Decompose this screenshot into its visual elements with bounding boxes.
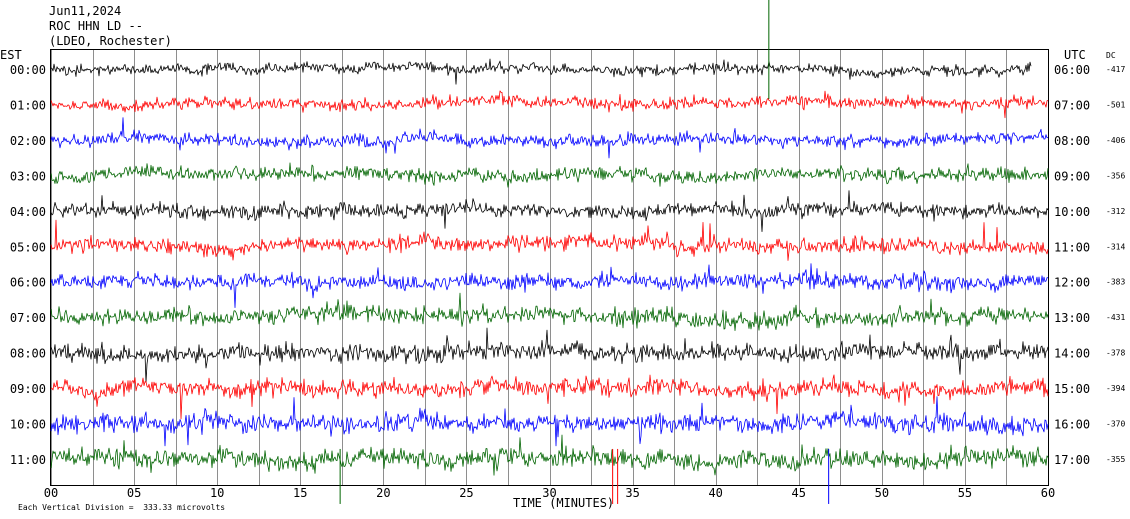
header-network: (LDEO, Rochester) xyxy=(49,34,172,48)
x-tick-label: 05 xyxy=(127,486,141,500)
trace-row-0800 xyxy=(50,327,1049,383)
est-hour-label: 01:00 xyxy=(10,98,46,112)
est-hour-label: 02:00 xyxy=(10,134,46,148)
x-tick-label: 45 xyxy=(792,486,806,500)
dc-offset-label: -314 xyxy=(1106,242,1125,251)
est-hour-label: 09:00 xyxy=(10,382,46,396)
utc-hour-label: 07:00 xyxy=(1054,98,1090,112)
plot-frame xyxy=(50,49,1049,486)
x-tick-label: 40 xyxy=(708,486,722,500)
est-hour-label: 10:00 xyxy=(10,418,46,432)
utc-hour-label: 08:00 xyxy=(1054,134,1090,148)
dc-offset-label: -312 xyxy=(1106,207,1125,216)
trace-row-0600 xyxy=(50,263,1048,309)
x-tick-label: 30 xyxy=(542,486,556,500)
trace-row-0900 xyxy=(50,374,1049,420)
dc-offset-label: -370 xyxy=(1106,420,1125,429)
trace-row-0200 xyxy=(50,117,1049,159)
est-hour-label: 07:00 xyxy=(10,311,46,325)
trace-row-1000 xyxy=(50,396,1049,447)
x-tick-label: 55 xyxy=(958,486,972,500)
utc-hour-label: 09:00 xyxy=(1054,169,1090,183)
dc-offset-label: -383 xyxy=(1106,278,1125,287)
utc-hour-label: 11:00 xyxy=(1054,240,1090,254)
utc-hour-label: 12:00 xyxy=(1054,276,1090,290)
x-tick-label: 15 xyxy=(293,486,307,500)
header-date: Jun11,2024 xyxy=(49,4,122,18)
dc-offset-label: -356 xyxy=(1106,171,1125,180)
seismic-traces xyxy=(50,58,1049,476)
x-tick-label: 25 xyxy=(459,486,473,500)
trace-row-0300 xyxy=(50,162,1049,188)
dc-offset-label: -501 xyxy=(1106,100,1125,109)
trace-row-0400 xyxy=(50,190,1049,233)
x-tick-label: 50 xyxy=(875,486,889,500)
left-timezone-label: EST xyxy=(0,48,22,62)
chart-grid xyxy=(50,49,1049,486)
x-tick-label: 10 xyxy=(210,486,224,500)
x-tick-label: 20 xyxy=(376,486,390,500)
axis-labels: 00:00 06:00 -417 01:00 07:00 -501 02:00 08:00 -4… xyxy=(10,63,1126,500)
trace-row-0500 xyxy=(50,219,1049,261)
est-hour-label: 08:00 xyxy=(10,347,46,361)
utc-hour-label: 06:00 xyxy=(1054,63,1090,77)
vertical-division-note: Each Vertical Division = 333.33 microvol… xyxy=(18,503,226,512)
dc-offset-label: -417 xyxy=(1106,65,1125,74)
est-hour-label: 00:00 xyxy=(10,63,46,77)
dc-offset-label: -355 xyxy=(1106,455,1125,464)
x-tick-label: 00 xyxy=(44,486,58,500)
trace-row-1100 xyxy=(50,434,1049,476)
x-tick-label: 60 xyxy=(1041,486,1055,500)
utc-hour-label: 16:00 xyxy=(1054,418,1090,432)
dc-header: DC xyxy=(1106,51,1116,60)
utc-hour-label: 17:00 xyxy=(1054,453,1090,467)
x-axis-title: TIME (MINUTES) xyxy=(513,496,615,510)
trace-row-0000 xyxy=(50,58,1032,85)
utc-hour-label: 13:00 xyxy=(1054,311,1090,325)
dc-offset-label: -394 xyxy=(1106,384,1125,393)
dc-offset-label: -406 xyxy=(1106,136,1125,145)
event-spikes xyxy=(339,0,830,504)
est-hour-label: 05:00 xyxy=(10,240,46,254)
utc-hour-label: 14:00 xyxy=(1054,347,1090,361)
trace-row-0100 xyxy=(50,90,1049,119)
est-hour-label: 11:00 xyxy=(10,453,46,467)
trace-row-0700 xyxy=(50,292,1049,332)
header-station: ROC HHN LD -- xyxy=(49,19,143,33)
est-hour-label: 06:00 xyxy=(10,276,46,290)
est-hour-label: 04:00 xyxy=(10,205,46,219)
utc-hour-label: 10:00 xyxy=(1054,205,1090,219)
dc-offset-label: -378 xyxy=(1106,349,1125,358)
dc-offset-label: -431 xyxy=(1106,313,1125,322)
x-tick-label: 35 xyxy=(625,486,639,500)
est-hour-label: 03:00 xyxy=(10,169,46,183)
right-timezone-label: UTC xyxy=(1064,48,1086,62)
utc-hour-label: 15:00 xyxy=(1054,382,1090,396)
